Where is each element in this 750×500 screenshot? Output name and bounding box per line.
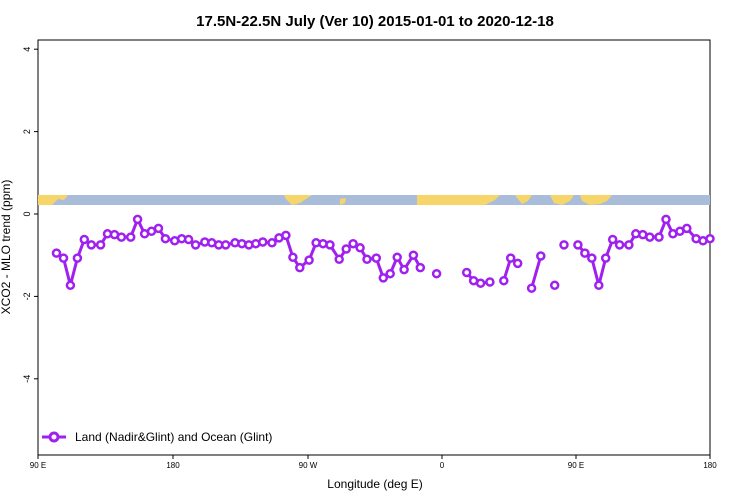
data-point (645, 232, 655, 242)
data-point (95, 240, 106, 250)
data-point (86, 240, 97, 250)
data-point (385, 268, 395, 279)
data-point (267, 238, 277, 248)
data-point (116, 232, 127, 242)
data-point (334, 254, 344, 265)
data-point (190, 240, 201, 250)
data-point (661, 214, 671, 225)
y-tick-label: 0 (22, 211, 32, 216)
y-tick-label: 2 (22, 129, 32, 134)
data-point (415, 262, 426, 273)
y-axis-label: XCO2 - MLO trend (ppm) (0, 180, 13, 315)
x-tick-label: 90 E (30, 461, 46, 470)
data-point (499, 275, 509, 286)
data-point (573, 240, 583, 250)
data-point (536, 251, 546, 261)
data-point (325, 240, 335, 250)
data-point (160, 233, 171, 244)
data-point (512, 258, 523, 269)
data-point (614, 240, 625, 250)
data-point (378, 273, 389, 283)
series-line (55, 215, 422, 286)
ocean-strip (38, 195, 710, 205)
data-point (355, 243, 365, 253)
data-point (58, 253, 69, 263)
series-line (530, 255, 543, 289)
data-point (587, 253, 597, 263)
data-point (125, 232, 136, 242)
data-point (594, 280, 604, 291)
y-tick-label: 4 (22, 47, 32, 52)
data-point (348, 238, 358, 249)
data-point (475, 278, 486, 288)
data-point (304, 255, 314, 265)
x-tick-label: 90 E (568, 461, 584, 470)
y-tick-label: -2 (22, 292, 32, 300)
data-point (153, 223, 164, 234)
data-point (408, 250, 419, 260)
data-point (624, 240, 634, 250)
data-point (72, 253, 83, 263)
data-point (51, 248, 62, 258)
data-point (399, 264, 409, 275)
data-point (132, 214, 143, 225)
x-tick-label: 0 (440, 461, 445, 470)
x-tick-label: 180 (166, 461, 180, 470)
data-point (258, 237, 268, 247)
data-point (461, 267, 472, 278)
legend-marker (48, 431, 60, 443)
data-point (705, 233, 715, 244)
data-point (392, 252, 402, 263)
data-point (580, 248, 590, 258)
data-point (79, 234, 90, 245)
legend: Land (Nadir&Glint) and Ocean (Glint) (42, 430, 272, 444)
data-point (341, 244, 351, 254)
data-point (431, 268, 442, 279)
x-axis: 90 E 180 90 W 0 90 E 180 (30, 455, 717, 470)
data-point (65, 280, 76, 291)
data-point (600, 253, 611, 263)
data-point (505, 253, 516, 263)
y-axis: 4 2 0 -2 -4 (22, 47, 38, 383)
legend-label: Land (Nadir&Glint) and Ocean (Glint) (75, 430, 272, 444)
data-point (607, 234, 618, 245)
x-axis-label: Longitude (deg E) (327, 477, 422, 491)
data-point (549, 280, 560, 291)
series-layer (51, 214, 715, 293)
data-point (526, 283, 537, 293)
data-point (362, 254, 372, 265)
data-point (295, 262, 305, 273)
data-point (281, 230, 291, 241)
data-point (682, 223, 692, 234)
data-point (183, 234, 194, 245)
data-point (220, 240, 231, 250)
x-tick-label: 90 W (299, 461, 318, 470)
x-tick-label: 180 (703, 461, 717, 470)
data-point (559, 240, 569, 250)
data-point (654, 232, 664, 242)
data-point (371, 253, 382, 263)
data-point (288, 252, 298, 263)
y-tick-label: -4 (22, 375, 32, 383)
land-ocean-map-strip (38, 195, 710, 205)
land-strip (38, 195, 612, 205)
chart-title: 17.5N-22.5N July (Ver 10) 2015-01-01 to … (196, 13, 554, 30)
data-point (485, 277, 495, 287)
plot-frame (37, 39, 711, 456)
